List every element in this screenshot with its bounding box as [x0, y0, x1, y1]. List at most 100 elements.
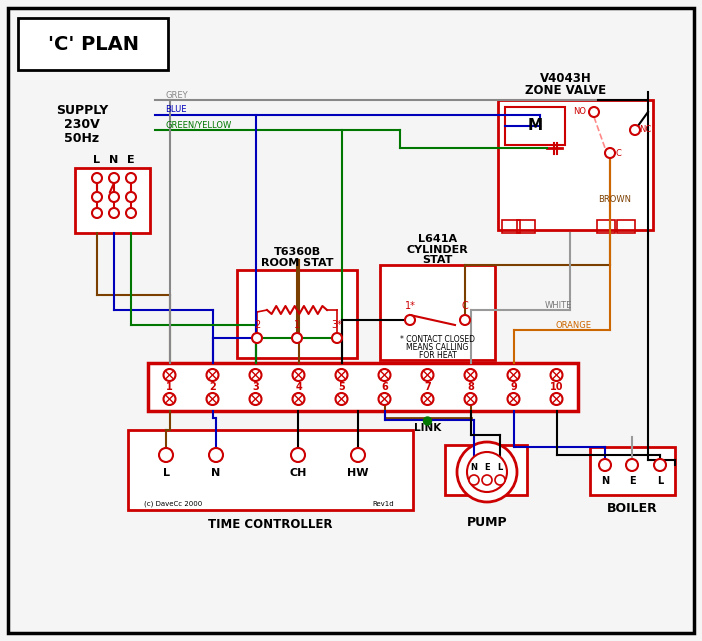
Circle shape: [467, 452, 507, 492]
Text: GREEN/YELLOW: GREEN/YELLOW: [165, 121, 231, 129]
Text: 6: 6: [381, 382, 388, 392]
Bar: [148, 363, 578, 411]
Text: N: N: [211, 468, 220, 478]
Circle shape: [92, 208, 102, 218]
Text: E: E: [629, 476, 635, 486]
Circle shape: [550, 369, 562, 381]
Text: CH: CH: [289, 468, 307, 478]
Circle shape: [508, 393, 519, 405]
Circle shape: [423, 417, 432, 425]
Bar: [517, 220, 535, 233]
Text: 1*: 1*: [404, 301, 416, 311]
Text: FOR HEAT: FOR HEAT: [418, 351, 456, 360]
Circle shape: [482, 475, 492, 485]
Circle shape: [630, 125, 640, 135]
Text: STAT: STAT: [423, 255, 453, 265]
Text: LINK: LINK: [414, 423, 441, 433]
Bar: [597, 220, 615, 233]
Circle shape: [92, 192, 102, 202]
Text: BOILER: BOILER: [607, 501, 658, 515]
Text: (c) DaveCc 2000: (c) DaveCc 2000: [144, 501, 202, 507]
Circle shape: [457, 442, 517, 502]
Circle shape: [249, 369, 262, 381]
Text: 50Hz: 50Hz: [65, 131, 100, 144]
Circle shape: [550, 393, 562, 405]
Bar: [445, 445, 527, 495]
Bar: [237, 270, 357, 358]
Text: 7: 7: [424, 382, 431, 392]
Text: 8: 8: [467, 382, 474, 392]
Circle shape: [421, 369, 434, 381]
Circle shape: [206, 369, 218, 381]
Circle shape: [249, 393, 262, 405]
Text: E: E: [127, 155, 135, 165]
Text: 230V: 230V: [64, 117, 100, 131]
Text: 2: 2: [254, 320, 260, 330]
Circle shape: [164, 369, 176, 381]
Text: * CONTACT CLOSED: * CONTACT CLOSED: [400, 335, 475, 344]
Circle shape: [508, 369, 519, 381]
Circle shape: [92, 173, 102, 183]
Text: L: L: [93, 155, 100, 165]
Text: TIME CONTROLLER: TIME CONTROLLER: [208, 517, 333, 531]
Bar: [505, 107, 565, 145]
Bar: [498, 100, 653, 230]
Bar: [380, 265, 495, 360]
Circle shape: [291, 448, 305, 462]
Circle shape: [378, 393, 390, 405]
Circle shape: [209, 448, 223, 462]
Circle shape: [495, 475, 505, 485]
Text: 1: 1: [166, 382, 173, 392]
Circle shape: [293, 393, 305, 405]
Text: ORANGE: ORANGE: [555, 320, 591, 329]
Circle shape: [126, 192, 136, 202]
Text: BROWN: BROWN: [599, 196, 632, 204]
Circle shape: [292, 333, 302, 343]
Circle shape: [351, 448, 365, 462]
Circle shape: [405, 315, 415, 325]
Circle shape: [599, 459, 611, 471]
Text: C: C: [615, 149, 621, 158]
Text: MEANS CALLING: MEANS CALLING: [406, 344, 469, 353]
Circle shape: [159, 448, 173, 462]
Circle shape: [589, 107, 599, 117]
Text: ZONE VALVE: ZONE VALVE: [525, 85, 607, 97]
Text: V4043H: V4043H: [540, 72, 592, 85]
Text: Rev1d: Rev1d: [372, 501, 394, 507]
Circle shape: [109, 173, 119, 183]
Circle shape: [336, 369, 347, 381]
Text: 4: 4: [295, 382, 302, 392]
Bar: [128, 430, 413, 510]
Text: E: E: [484, 463, 490, 472]
Circle shape: [206, 393, 218, 405]
Circle shape: [332, 333, 342, 343]
Text: N: N: [470, 463, 477, 472]
Circle shape: [626, 459, 638, 471]
Text: L641A: L641A: [418, 234, 457, 244]
Text: 'C' PLAN: 'C' PLAN: [48, 35, 138, 53]
Text: 9: 9: [510, 382, 517, 392]
Text: 1: 1: [294, 320, 300, 330]
Text: SUPPLY: SUPPLY: [56, 103, 108, 117]
Circle shape: [605, 148, 615, 158]
Text: 3: 3: [252, 382, 259, 392]
Text: 5: 5: [338, 382, 345, 392]
Text: L: L: [162, 468, 169, 478]
Text: C: C: [462, 301, 468, 311]
Text: HW: HW: [347, 468, 369, 478]
Bar: [502, 220, 520, 233]
Circle shape: [378, 369, 390, 381]
Bar: [18, 18, 168, 70]
Bar: [617, 220, 635, 233]
Text: ROOM STAT: ROOM STAT: [260, 258, 333, 268]
Text: N: N: [110, 155, 119, 165]
Text: NO: NO: [574, 108, 586, 117]
Text: BLUE: BLUE: [165, 106, 187, 115]
Text: CYLINDER: CYLINDER: [406, 245, 468, 255]
Circle shape: [164, 393, 176, 405]
Text: NC: NC: [639, 126, 651, 135]
Text: GREY: GREY: [165, 90, 187, 99]
Text: PUMP: PUMP: [467, 515, 508, 528]
Text: N: N: [601, 476, 609, 486]
Circle shape: [469, 475, 479, 485]
